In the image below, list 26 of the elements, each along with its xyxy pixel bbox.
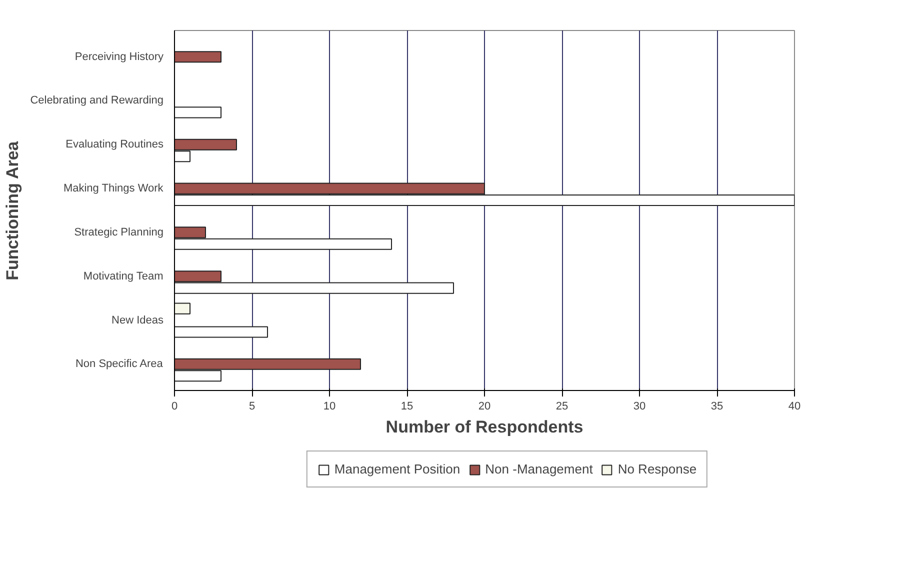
x-tick-label: 30: [633, 400, 646, 412]
x-tick-label: 10: [323, 400, 336, 412]
y-axis-title: Functioning Area: [3, 140, 22, 280]
bar: [174, 302, 190, 314]
legend-label: Non -Management: [485, 462, 593, 476]
x-tick-label: 0: [171, 400, 178, 412]
y-tick-label: Motivating Team: [83, 270, 164, 282]
x-tick-label: 25: [556, 400, 568, 412]
y-tick-label: New Ideas: [112, 314, 164, 326]
bar: [174, 51, 222, 63]
y-tick-label: Non Specific Area: [75, 358, 164, 370]
x-tick-label: 40: [788, 400, 801, 412]
x-axis-title: Number of Respondents: [386, 418, 584, 436]
bar: [174, 326, 268, 338]
legend-label: Management Position: [334, 462, 460, 476]
y-tick-label: Making Things Work: [63, 182, 164, 195]
x-tick-label: 15: [400, 400, 414, 412]
x-tick-label: 5: [248, 400, 256, 412]
legend-label: No Response: [618, 462, 697, 476]
y-tick-label: Perceiving History: [74, 50, 164, 63]
y-tick-label: Celebrating and Rewarding: [30, 94, 164, 107]
y-tick-label: Strategic Planning: [74, 226, 164, 238]
bar: [174, 106, 222, 118]
y-tick-label: Evaluating Routines: [66, 138, 164, 151]
x-tick-label: 20: [478, 400, 491, 412]
x-tick-label: 35: [710, 400, 724, 412]
